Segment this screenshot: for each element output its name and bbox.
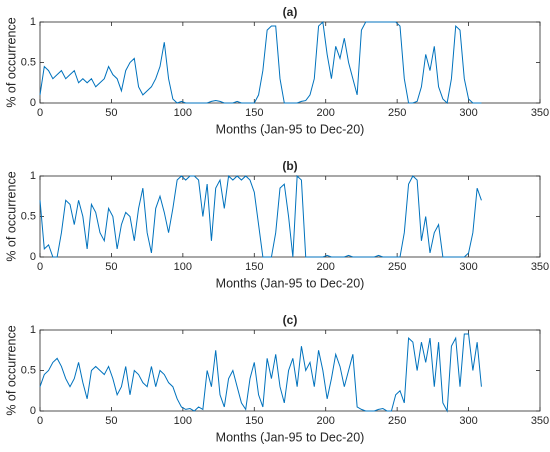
data-line — [39, 333, 482, 413]
x-tick-label: 200 — [317, 261, 335, 273]
x-tick-label: 50 — [105, 261, 117, 273]
x-tick-label: 100 — [174, 107, 192, 119]
axes-box — [39, 175, 541, 258]
y-axis-label: % of occurrence — [4, 171, 18, 261]
y-tick-label: 0.5 — [21, 56, 36, 68]
x-tick-label: 150 — [245, 415, 263, 427]
subplot: 0 50 100 150 200 250 300 350 0 0.5 1 (b) Months (Jan… — [4, 159, 549, 290]
subplot-title: (c) — [283, 313, 298, 327]
data-line — [39, 20, 482, 105]
axes-box — [39, 21, 541, 104]
data-line — [39, 174, 482, 258]
subplot-title: (a) — [283, 5, 298, 19]
x-tick-label: 350 — [531, 415, 549, 427]
x-tick-label: 0 — [37, 261, 43, 273]
x-tick-label: 300 — [459, 415, 477, 427]
x-tick-label: 250 — [388, 415, 406, 427]
x-tick-label: 200 — [317, 107, 335, 119]
y-tick-label: 0.5 — [21, 364, 36, 376]
y-tick-label: 1 — [30, 16, 36, 28]
y-tick-label: 0 — [30, 97, 36, 109]
x-tick-label: 200 — [317, 415, 335, 427]
y-tick-label: 1 — [30, 324, 36, 336]
x-tick-label: 300 — [459, 107, 477, 119]
x-tick-label: 100 — [174, 415, 192, 427]
y-axis-label: % of occurrence — [4, 17, 18, 107]
x-axis-label: Months (Jan-95 to Dec-20) — [216, 276, 365, 290]
x-tick-label: 50 — [105, 415, 117, 427]
x-tick-label: 0 — [37, 415, 43, 427]
y-axis-label: % of occurrence — [4, 325, 18, 415]
y-tick-label: 1 — [30, 170, 36, 182]
y-tick-label: 0 — [30, 405, 36, 417]
y-tick-label: 0.5 — [21, 210, 36, 222]
subplot-title: (b) — [282, 159, 297, 173]
y-tick-label: 0 — [30, 251, 36, 263]
x-tick-label: 250 — [388, 107, 406, 119]
x-tick-label: 300 — [459, 261, 477, 273]
axes-box — [39, 329, 541, 412]
x-tick-label: 150 — [245, 107, 263, 119]
x-axis-label: Months (Jan-95 to Dec-20) — [216, 122, 365, 136]
x-tick-label: 50 — [105, 107, 117, 119]
x-tick-label: 250 — [388, 261, 406, 273]
x-tick-label: 0 — [37, 107, 43, 119]
x-tick-label: 350 — [531, 107, 549, 119]
x-tick-label: 100 — [174, 261, 192, 273]
subplot: 0 50 100 150 200 250 300 350 0 0.5 1 (a) Months (Jan… — [4, 5, 549, 136]
x-tick-label: 350 — [531, 261, 549, 273]
subplot: 0 50 100 150 200 250 300 350 0 0.5 1 (c) Months (Jan… — [4, 313, 549, 444]
x-tick-label: 150 — [245, 261, 263, 273]
x-axis-label: Months (Jan-95 to Dec-20) — [216, 430, 365, 444]
